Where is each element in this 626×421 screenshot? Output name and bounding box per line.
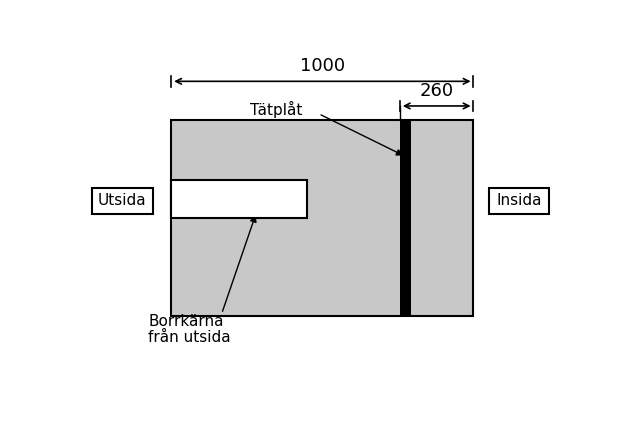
Bar [92,188,153,214]
Text: Borrkärna: Borrkärna [148,314,223,329]
Bar [172,120,473,316]
Bar [400,120,411,316]
Text: 260: 260 [419,82,453,99]
Bar [172,180,307,218]
Text: Tätplåt: Tätplåt [250,101,302,118]
Text: Utsida: Utsida [98,193,146,208]
Text: från utsida: från utsida [148,330,230,345]
Text: 1000: 1000 [300,57,345,75]
Text: Insida: Insida [496,193,542,208]
Bar [489,188,550,214]
